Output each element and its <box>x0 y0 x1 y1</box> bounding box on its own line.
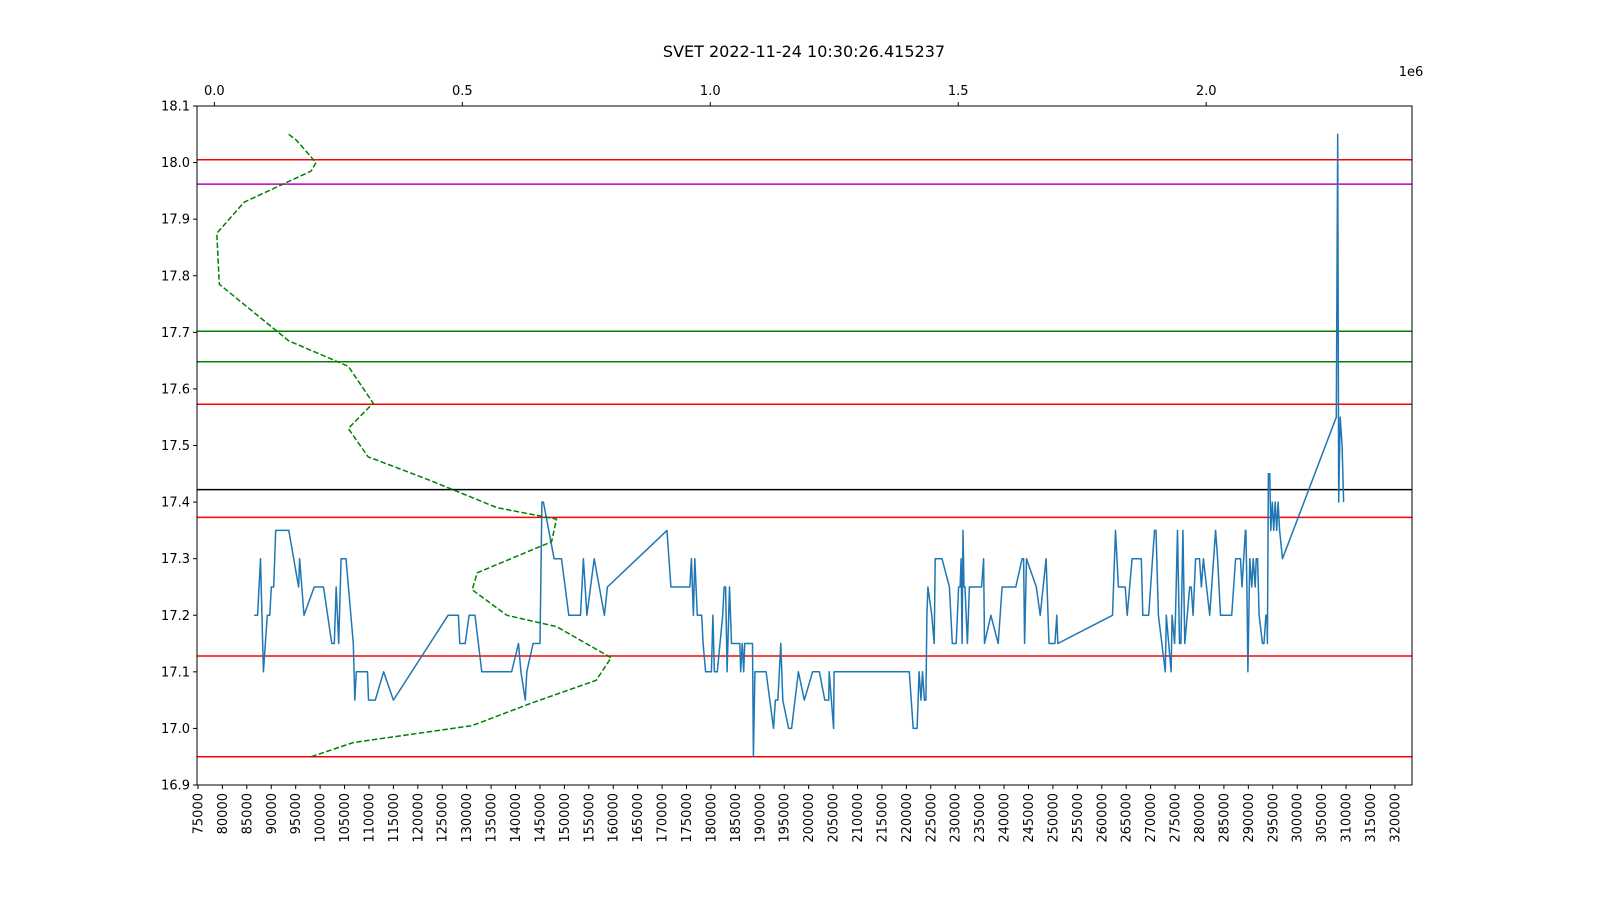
y-tick-label: 17.6 <box>161 382 190 397</box>
x-tick-label: 150000 <box>558 793 573 843</box>
x-tick-label: 265000 <box>1120 793 1135 843</box>
x-axis: 75000 80000 85000 90000 95000 100000 105000 110… <box>191 785 1403 843</box>
x-tick-label: 300000 <box>1291 793 1306 843</box>
y-tick-label: 17.4 <box>161 496 190 511</box>
x-tick-label: 270000 <box>1144 793 1159 843</box>
x-tick-label: 100000 <box>314 793 329 843</box>
x-tick-label: 235000 <box>973 793 988 843</box>
x-tick-label: 290000 <box>1242 793 1257 843</box>
series-layer <box>216 133 1345 758</box>
y-tick-label: 17.3 <box>161 552 190 567</box>
x-tick-label: 195000 <box>778 793 793 843</box>
x-tick-label: 230000 <box>949 793 964 843</box>
x-tick-label: 225000 <box>924 793 939 843</box>
x-tick-label: 315000 <box>1364 793 1379 843</box>
x-tick-label: 170000 <box>656 793 671 843</box>
x-tick-label: 285000 <box>1217 793 1232 843</box>
chart-title: SVET 2022-11-24 10:30:26.415237 <box>663 42 945 61</box>
x-tick-label: 105000 <box>338 793 353 843</box>
y-tick-label: 18.0 <box>161 156 190 171</box>
x-tick-label: 250000 <box>1046 793 1061 843</box>
x-tick-label: 255000 <box>1071 793 1086 843</box>
y-tick-label: 17.5 <box>161 439 190 454</box>
x-tick-label: 205000 <box>827 793 842 843</box>
y-tick-label: 17.0 <box>161 722 190 737</box>
x-tick-label: 75000 <box>191 793 206 834</box>
y-tick-label: 17.2 <box>161 609 190 624</box>
x-tick-label: 110000 <box>362 793 377 843</box>
top-tick-label: 1.0 <box>700 84 721 99</box>
x-tick-label: 155000 <box>582 793 597 843</box>
x-tick-label: 210000 <box>851 793 866 843</box>
x-tick-label: 200000 <box>802 793 817 843</box>
y-tick-label: 17.7 <box>161 326 190 341</box>
series-line-0 <box>254 133 1345 758</box>
x-tick-label: 220000 <box>900 793 915 843</box>
y-axis: 16.9 17.0 17.1 17.2 17.3 17.4 17.5 17.6 17.7 17.8… <box>161 100 197 794</box>
x-tick-label: 130000 <box>460 793 475 843</box>
top-tick-label: 0.0 <box>204 84 225 99</box>
x-tick-label: 280000 <box>1193 793 1208 843</box>
reference-lines <box>197 159 1412 758</box>
y-tick-label: 18.1 <box>161 100 190 115</box>
x-tick-label: 95000 <box>289 793 304 834</box>
x-tick-label: 305000 <box>1315 793 1330 843</box>
plot-frame <box>196 105 1413 786</box>
y-tick-label: 16.9 <box>161 779 190 794</box>
top-tick-label: 1.5 <box>948 84 969 99</box>
x-tick-label: 275000 <box>1169 793 1184 843</box>
x-tick-label: 180000 <box>704 793 719 843</box>
x-tick-label: 245000 <box>1022 793 1037 843</box>
x-tick-label: 85000 <box>240 793 255 834</box>
x-tick-label: 140000 <box>509 793 524 843</box>
x-tick-label: 120000 <box>411 793 426 843</box>
x-tick-label: 175000 <box>680 793 695 843</box>
y-tick-label: 17.9 <box>161 213 190 228</box>
y-tick-label: 17.1 <box>161 665 190 680</box>
top-tick-label: 2.0 <box>1196 84 1217 99</box>
x-tick-label: 190000 <box>753 793 768 843</box>
x-tick-label: 80000 <box>216 793 231 834</box>
x-tick-label: 320000 <box>1388 793 1403 843</box>
series-line-1 <box>216 133 612 758</box>
x-tick-label: 125000 <box>436 793 451 843</box>
x-tick-label: 215000 <box>875 793 890 843</box>
x-tick-label: 185000 <box>729 793 744 843</box>
x-tick-label: 115000 <box>387 793 402 843</box>
y-tick-label: 17.8 <box>161 269 190 284</box>
x-tick-label: 240000 <box>998 793 1013 843</box>
top-tick-label: 0.5 <box>452 84 473 99</box>
x-tick-label: 160000 <box>607 793 622 843</box>
x-tick-label: 145000 <box>533 793 548 843</box>
x-tick-label: 295000 <box>1266 793 1281 843</box>
x-tick-label: 90000 <box>265 793 280 834</box>
x-tick-label: 260000 <box>1095 793 1110 843</box>
x-tick-label: 310000 <box>1340 793 1355 843</box>
x-tick-label: 165000 <box>631 793 646 843</box>
top-x-axis: 0.0 0.5 1.0 1.5 2.0 <box>204 84 1217 106</box>
x-tick-label: 135000 <box>485 793 500 843</box>
top-axis-multiplier: 1e6 <box>1399 65 1424 80</box>
